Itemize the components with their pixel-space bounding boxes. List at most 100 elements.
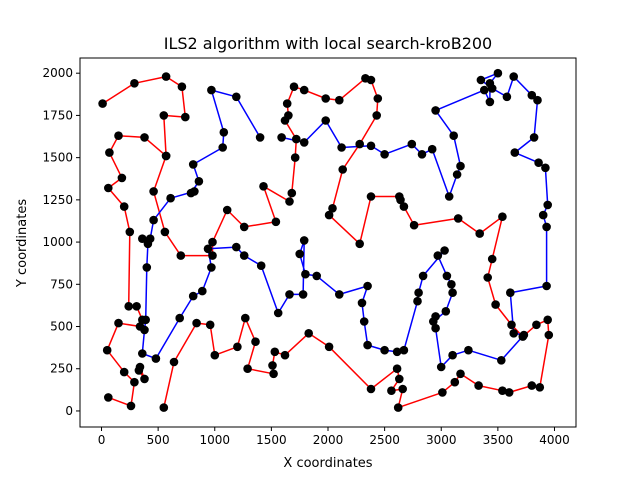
city-point (442, 271, 452, 281)
city-point (134, 366, 144, 375)
city-point (527, 90, 537, 100)
x-tick-label: 4000 (539, 433, 570, 447)
city-point (452, 170, 462, 179)
city-point (507, 320, 516, 330)
city-point (151, 354, 161, 363)
city-point (104, 393, 113, 402)
city-point (538, 210, 548, 220)
city-point (104, 183, 113, 193)
city-point (448, 288, 457, 298)
city-point (328, 204, 337, 213)
city-point (398, 384, 408, 394)
city-point (287, 188, 297, 198)
city-point (161, 151, 171, 161)
city-point (436, 362, 446, 372)
city-point (117, 173, 127, 183)
city-point (407, 139, 417, 149)
city-point (380, 345, 389, 355)
city-point (102, 345, 112, 355)
city-point (476, 75, 486, 85)
city-point (160, 227, 170, 237)
city-point (543, 200, 552, 210)
city-point (357, 298, 367, 308)
city-point (285, 290, 294, 299)
city-point (429, 317, 438, 326)
y-tick-label: 1000 (42, 235, 73, 249)
city-point (222, 205, 232, 215)
city-point (140, 374, 149, 384)
city-point (450, 377, 460, 387)
x-axis-label: X coordinates (283, 456, 372, 471)
city-point (399, 202, 409, 211)
city-point (292, 134, 301, 144)
city-point (395, 374, 404, 384)
city-point (105, 148, 114, 157)
x-tick-label: 3500 (483, 433, 514, 447)
city-point (203, 244, 213, 254)
city-point (138, 349, 147, 358)
city-point (498, 212, 507, 221)
city-point (444, 192, 454, 201)
city-point (219, 128, 229, 137)
city-point (114, 318, 123, 328)
city-point (453, 214, 463, 223)
city-point (533, 95, 542, 105)
city-point (532, 320, 541, 330)
city-point (392, 347, 402, 357)
city-point (366, 192, 376, 201)
city-point (393, 403, 403, 412)
city-point (188, 160, 198, 169)
city-point (176, 251, 186, 260)
city-point (361, 74, 370, 83)
city-point (132, 302, 141, 311)
city-point (299, 85, 309, 95)
city-point (268, 361, 277, 370)
city-point (392, 364, 402, 374)
city-point (418, 271, 428, 281)
city-point (427, 144, 437, 154)
y-axis-ticks: 0 250 500 750 1000 1250 1500 1750 2000 (42, 66, 80, 418)
city-point (98, 99, 107, 108)
city-point (487, 84, 497, 93)
y-tick-label: 1250 (42, 193, 73, 207)
x-axis-ticks: 0 500 1000 1500 2000 2500 3000 3500 4000 (98, 427, 570, 447)
city-point (239, 251, 249, 260)
city-point (130, 377, 139, 387)
city-point (207, 263, 216, 272)
city-point (399, 345, 409, 355)
city-point (474, 381, 483, 390)
city-point (373, 94, 383, 103)
city-point (544, 330, 554, 340)
city-point (142, 263, 152, 272)
city-point (487, 254, 497, 264)
y-axis-label: Y coordinates (15, 199, 30, 288)
city-point (159, 403, 169, 412)
city-point (255, 133, 265, 142)
city-point (324, 210, 334, 220)
city-point (198, 286, 207, 296)
city-point (335, 290, 344, 299)
city-point (169, 357, 179, 367)
city-point (166, 193, 175, 203)
city-point (175, 313, 184, 323)
city-point (414, 288, 423, 298)
city-point (483, 273, 493, 282)
city-point (338, 165, 348, 174)
city-point (417, 150, 427, 159)
city-point (409, 220, 419, 230)
city-point (509, 72, 518, 81)
city-point (149, 215, 158, 225)
y-tick-label: 2000 (42, 66, 73, 80)
city-point (321, 94, 331, 103)
city-point (355, 239, 365, 249)
city-point (130, 79, 139, 88)
city-point (440, 246, 449, 255)
city-point (192, 318, 201, 328)
city-point (541, 163, 550, 173)
y-tick-label: 500 (50, 320, 73, 334)
city-point (140, 325, 149, 335)
city-point (277, 133, 286, 142)
city-point (145, 234, 155, 243)
